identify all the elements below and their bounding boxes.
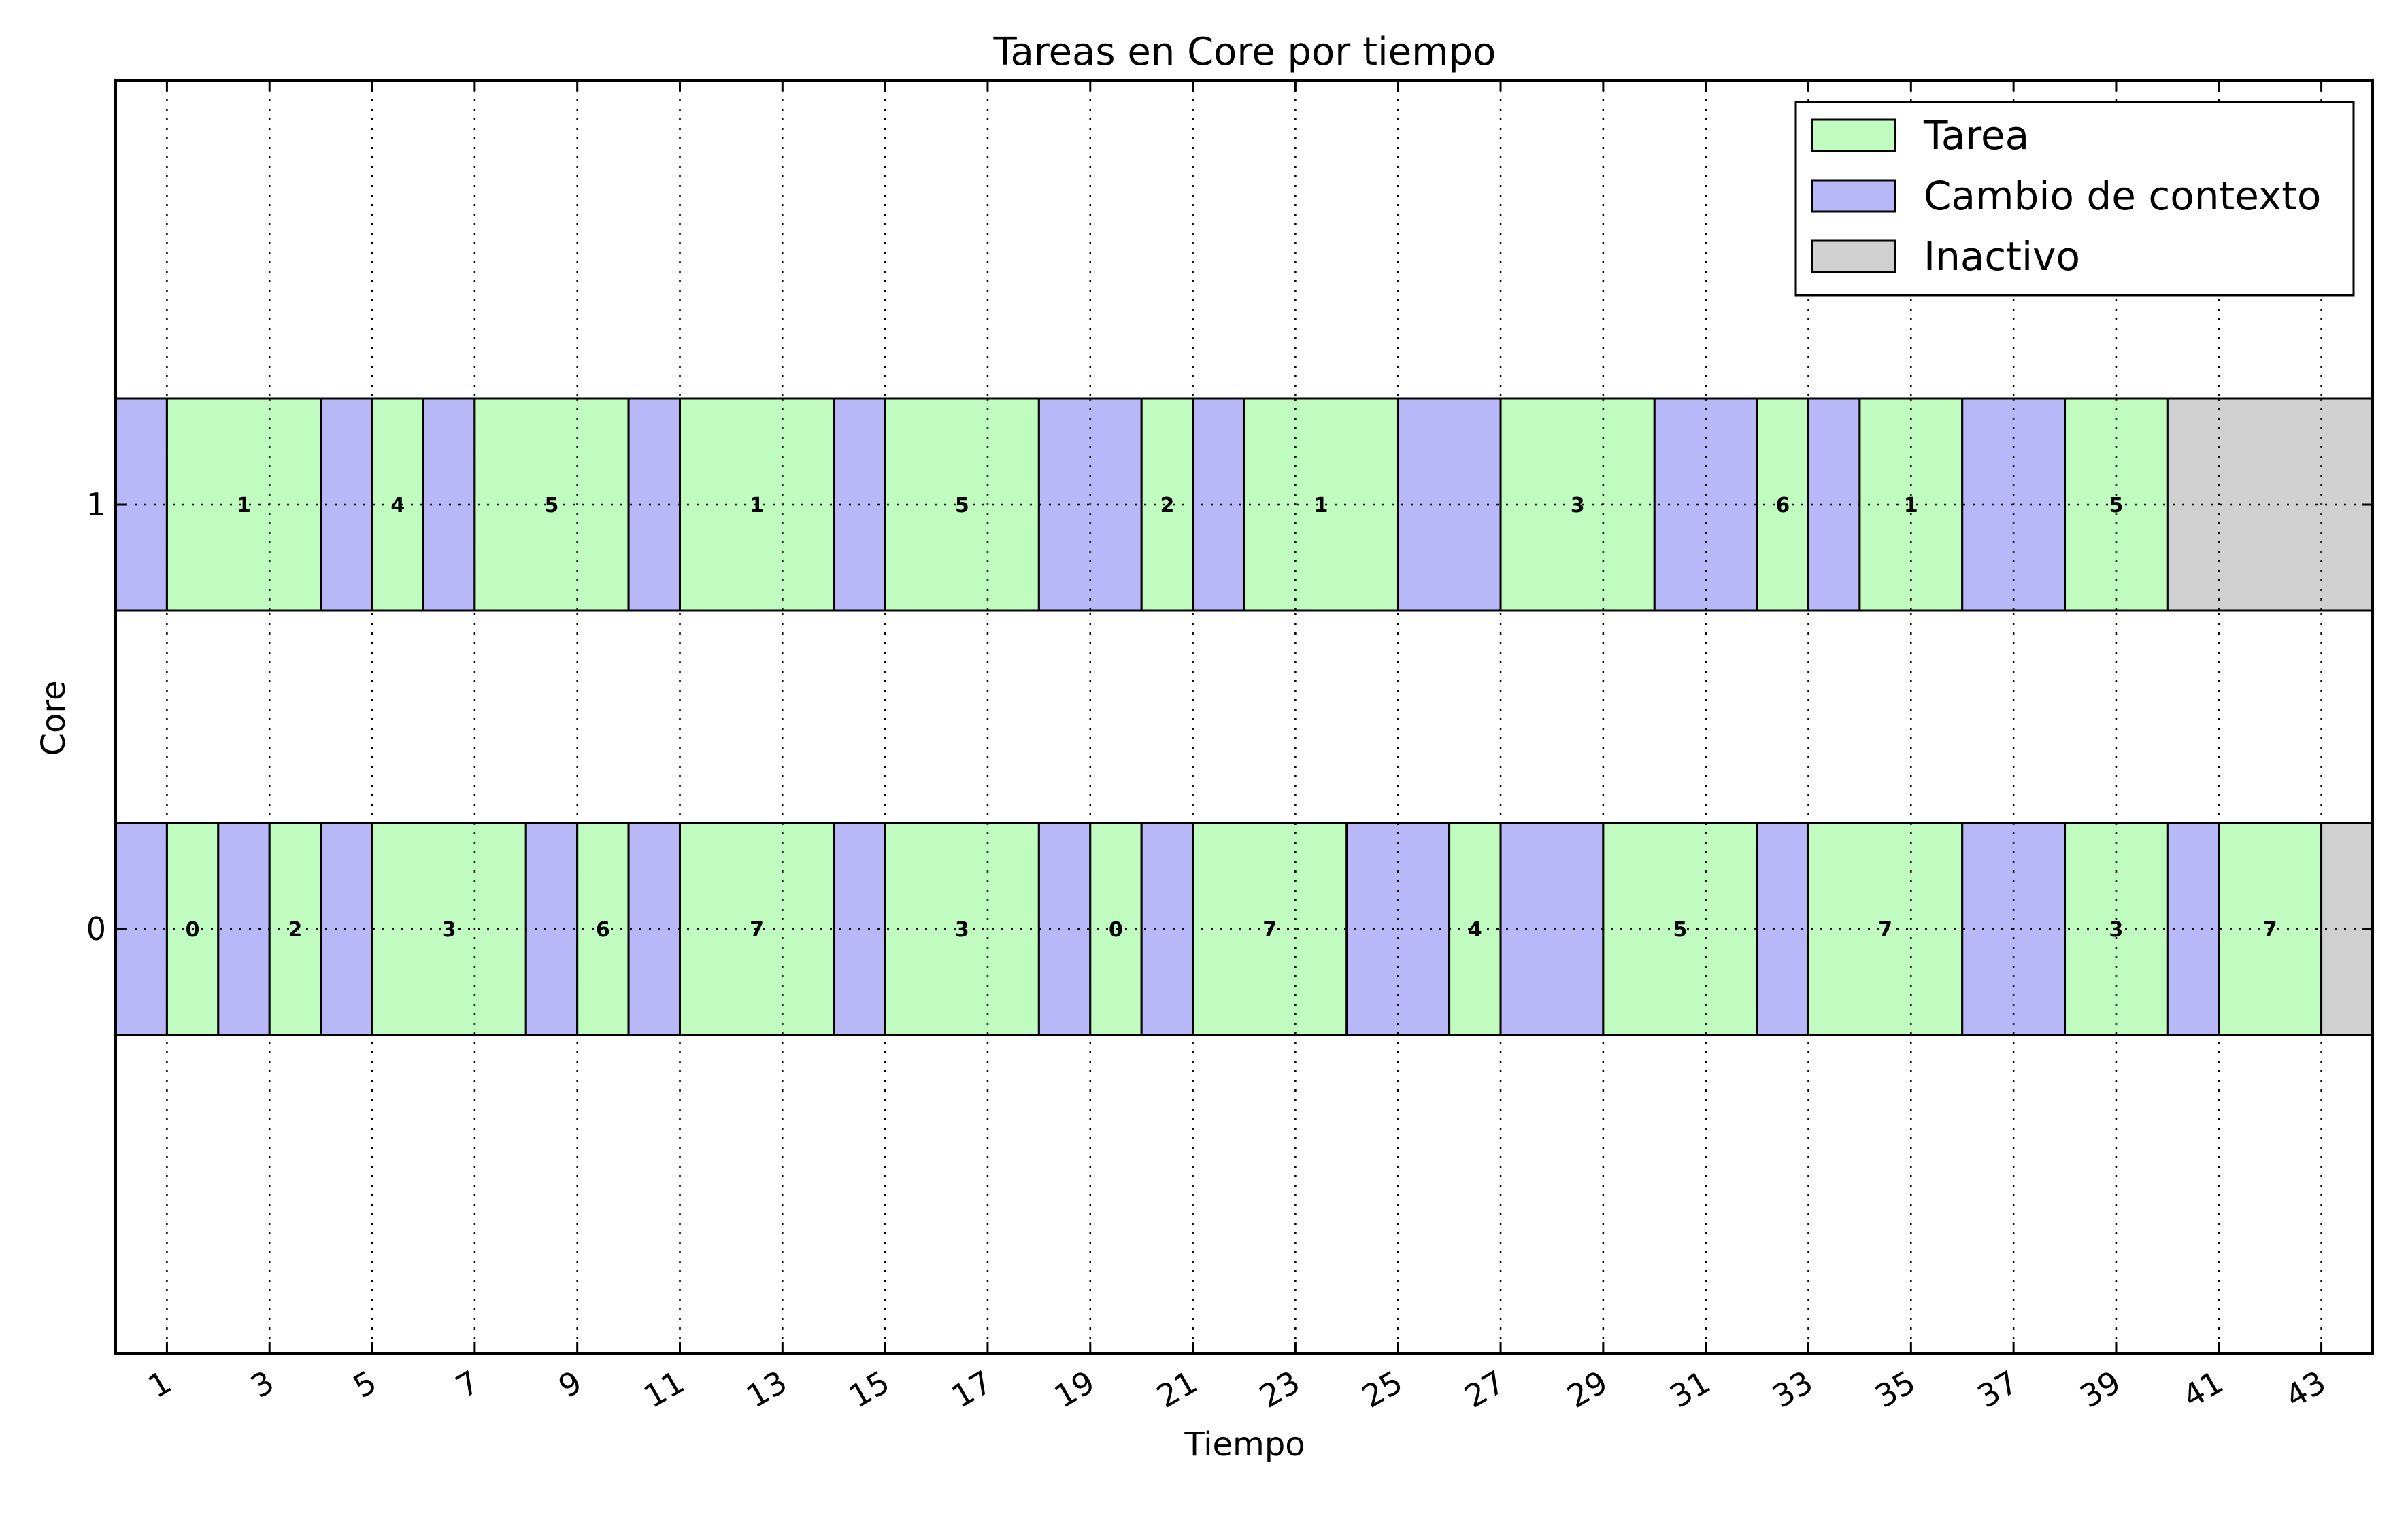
task-label: 6 xyxy=(1775,494,1790,518)
bar-switch xyxy=(627,822,681,1036)
x-tick-label: 31 xyxy=(1663,1364,1716,1415)
task-label: 7 xyxy=(2263,918,2277,942)
task-label: 1 xyxy=(1904,494,1918,518)
task-label: 3 xyxy=(955,918,969,942)
bar-idle xyxy=(2166,397,2374,612)
x-tick-label: 7 xyxy=(450,1364,485,1405)
task-label: 3 xyxy=(2109,918,2124,942)
task-label: 7 xyxy=(750,918,764,942)
bar-task xyxy=(884,822,1040,1036)
task-label: 4 xyxy=(1468,918,1482,942)
x-tick-label: 41 xyxy=(2177,1364,2230,1415)
x-tick-label: 27 xyxy=(1458,1364,1511,1415)
bar-task xyxy=(1602,822,1758,1036)
x-axis-label: Tiempo xyxy=(1184,1425,1305,1464)
x-tick-label: 37 xyxy=(1971,1364,2024,1415)
task-label: 1 xyxy=(750,494,764,518)
bar-switch xyxy=(524,822,579,1036)
task-label: 5 xyxy=(2109,494,2124,518)
x-tick-label: 21 xyxy=(1150,1364,1203,1415)
task-label: 5 xyxy=(1673,918,1688,942)
x-tick-label: 19 xyxy=(1048,1364,1101,1415)
y-tick-label: 0 xyxy=(86,911,106,947)
plot-frame xyxy=(114,79,2374,1355)
x-tick-label: 29 xyxy=(1561,1364,1614,1415)
legend: Tarea Cambio de contexto Inactivo xyxy=(1794,101,2355,297)
x-tick-label: 11 xyxy=(637,1364,690,1415)
bar-switch xyxy=(217,822,271,1036)
x-tick-label: 43 xyxy=(2279,1364,2332,1415)
x-tick-label: 35 xyxy=(1869,1364,1922,1415)
bar-task xyxy=(679,397,835,612)
bar-switch xyxy=(833,397,886,612)
legend-swatch-task xyxy=(1811,118,1896,152)
task-label: 1 xyxy=(1314,494,1328,518)
task-label: 3 xyxy=(1571,494,1585,518)
task-label: 5 xyxy=(955,494,969,518)
task-label: 7 xyxy=(1878,918,1892,942)
bar-task xyxy=(576,822,630,1036)
bar-task xyxy=(2218,822,2323,1036)
task-label: 2 xyxy=(1160,494,1174,518)
task-label: 2 xyxy=(288,918,302,942)
bar-switch xyxy=(1807,397,1861,612)
task-label: 7 xyxy=(1262,918,1277,942)
task-label: 5 xyxy=(545,494,559,518)
x-tick-label: 23 xyxy=(1253,1364,1306,1415)
x-tick-label: 5 xyxy=(347,1364,382,1405)
x-tick-label: 9 xyxy=(552,1364,588,1405)
legend-swatch-idle xyxy=(1811,239,1896,273)
x-tick-label: 39 xyxy=(2074,1364,2127,1415)
bar-task xyxy=(1807,822,1964,1036)
bar-switch xyxy=(627,397,681,612)
legend-swatch-switch xyxy=(1811,179,1896,213)
x-tick-label: 1 xyxy=(142,1364,178,1405)
legend-label-task: Tarea xyxy=(1923,112,2029,158)
x-tick-label: 13 xyxy=(740,1364,793,1415)
task-label: 4 xyxy=(390,494,405,518)
bar-switch xyxy=(1037,822,1092,1036)
task-label: 3 xyxy=(442,918,456,942)
bar-switch xyxy=(1140,822,1194,1036)
x-tick-label: 33 xyxy=(1766,1364,1819,1415)
y-tick-label: 1 xyxy=(86,486,106,523)
y-axis-label: Core xyxy=(35,680,73,756)
x-tick-label: 17 xyxy=(946,1364,999,1415)
chart-title: Tareas en Core por tiempo xyxy=(993,30,1496,74)
legend-label-switch: Cambio de contexto xyxy=(1924,173,2321,219)
task-label: 6 xyxy=(596,918,610,942)
x-tick-label: 3 xyxy=(244,1364,280,1405)
legend-label-idle: Inactivo xyxy=(1924,233,2080,280)
x-tick-label: 15 xyxy=(843,1364,896,1415)
task-label: 0 xyxy=(1109,918,1123,942)
bar-switch xyxy=(1192,397,1245,612)
task-label: 0 xyxy=(186,918,200,942)
bars: 1 4 5 1 5 2 1 3 6 1 5 0 2 3 6 7 3 0 7 4 5 7 3 7 xyxy=(114,397,2374,1036)
task-label: 1 xyxy=(237,494,251,518)
x-tick-label: 25 xyxy=(1356,1364,1409,1415)
